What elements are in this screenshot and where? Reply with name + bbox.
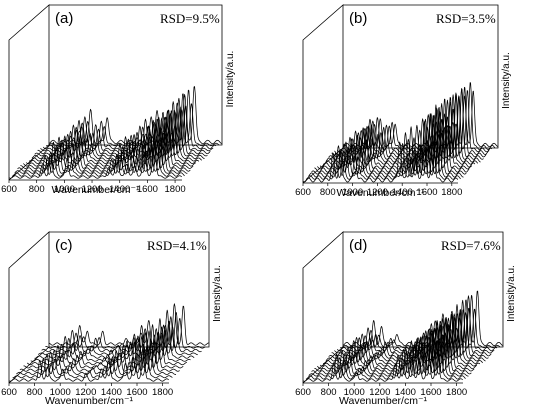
panel-label: (b) bbox=[349, 10, 367, 27]
spectrum-line bbox=[325, 309, 486, 362]
x-tick-label: 1200 bbox=[367, 187, 388, 198]
x-tick-label: 1800 bbox=[165, 184, 186, 195]
x-tick-label: 800 bbox=[29, 184, 45, 195]
y-axis-label: Intensity/a.u. bbox=[501, 52, 512, 109]
x-tick-label: 1600 bbox=[416, 187, 437, 198]
x-tick-label: 1400 bbox=[109, 184, 130, 195]
x-tick-label: 600 bbox=[1, 387, 17, 398]
x-tick-label: 1800 bbox=[441, 187, 462, 198]
rsd-annotation: RSD=4.1% bbox=[147, 238, 207, 253]
spectrum-line bbox=[337, 295, 498, 352]
plot-frame bbox=[302, 4, 499, 184]
spectrum-line bbox=[11, 118, 185, 177]
x-tick-label: 600 bbox=[1, 184, 17, 195]
spectrum-line bbox=[323, 313, 483, 364]
x-tick-label: 1800 bbox=[446, 387, 467, 398]
panel-label: (d) bbox=[349, 237, 367, 254]
x-tick-label: 1800 bbox=[152, 387, 173, 398]
spectrum-line bbox=[34, 318, 195, 359]
panel-label: (c) bbox=[55, 237, 73, 254]
spectrum-line bbox=[342, 90, 498, 148]
rsd-annotation: RSD=7.6% bbox=[441, 238, 501, 253]
x-tick-label: 800 bbox=[321, 387, 337, 398]
chart-panel-c: 600 800 1000 1200 1400 1600 1800 Wavenumber/cm⁻… bbox=[1, 231, 223, 407]
spectrum-line bbox=[48, 303, 209, 346]
spectrum-line bbox=[8, 341, 169, 382]
x-tick-label: 600 bbox=[295, 187, 311, 198]
spectrum-line bbox=[302, 340, 463, 382]
rsd-annotation: RSD=3.5% bbox=[436, 11, 496, 26]
spectrum-line bbox=[17, 112, 191, 172]
x-tick-label: 1000 bbox=[50, 387, 71, 398]
spectrum-line bbox=[305, 324, 466, 380]
spectrum-line bbox=[339, 82, 496, 150]
x-axis-label: Wavenumber/cm⁻¹ bbox=[51, 184, 140, 196]
x-tick-label: 1600 bbox=[420, 387, 441, 398]
y-axis-label: Intensity/a.u. bbox=[225, 51, 236, 108]
spectrum-line bbox=[37, 324, 198, 356]
x-tick-label: 800 bbox=[27, 387, 43, 398]
spectrum-line bbox=[12, 343, 173, 379]
x-tick-label: 1600 bbox=[126, 387, 147, 398]
spectrum-line bbox=[16, 336, 177, 375]
chart-panel-d: 600 800 1000 1200 1400 1600 1800 Wavenumber/cm⁻… bbox=[295, 231, 517, 407]
spectrum-line bbox=[314, 98, 470, 173]
x-axis-label: Wavenumber/cm⁻¹ bbox=[336, 187, 425, 199]
x-tick-label: 600 bbox=[295, 387, 311, 398]
x-tick-label: 1000 bbox=[54, 184, 75, 195]
spectrum-line bbox=[45, 316, 206, 349]
chart-panel-a: 600 800 1000 1200 1400 1600 1800 Wavenumber/cm⁻… bbox=[1, 4, 236, 196]
spectrum-line bbox=[302, 115, 459, 183]
x-tick-label: 1000 bbox=[342, 187, 363, 198]
x-tick-label: 1600 bbox=[137, 184, 158, 195]
x-tick-label: 1000 bbox=[344, 387, 365, 398]
spectrum-line bbox=[41, 309, 202, 353]
x-tick-label: 1400 bbox=[392, 187, 413, 198]
rsd-annotation: RSD=9.5% bbox=[160, 11, 220, 26]
x-axis-label: Wavenumber/cm⁻¹ bbox=[45, 395, 134, 407]
spectrum-line bbox=[311, 317, 472, 375]
x-tick-label: 1200 bbox=[369, 387, 390, 398]
y-axis-label: Intensity/a.u. bbox=[212, 265, 223, 322]
plot-frame bbox=[8, 4, 223, 181]
spectrum-line bbox=[342, 290, 503, 346]
chart-panel-b: 600 800 1000 1200 1400 1600 1800 Wavenumber/cm⁻… bbox=[295, 4, 512, 199]
spectrum-line bbox=[8, 137, 182, 179]
y-axis-label: Intensity/a.u. bbox=[506, 265, 517, 322]
x-tick-label: 1200 bbox=[81, 184, 102, 195]
x-tick-label: 1400 bbox=[101, 387, 122, 398]
plot-frame bbox=[302, 231, 504, 384]
x-axis-label: Wavenumber/cm⁻¹ bbox=[339, 395, 428, 407]
x-tick-label: 1200 bbox=[75, 387, 96, 398]
plot-frame bbox=[8, 231, 210, 384]
panel-label: (a) bbox=[55, 10, 73, 27]
x-tick-label: 1400 bbox=[395, 387, 416, 398]
x-tick-label: 800 bbox=[320, 187, 336, 198]
